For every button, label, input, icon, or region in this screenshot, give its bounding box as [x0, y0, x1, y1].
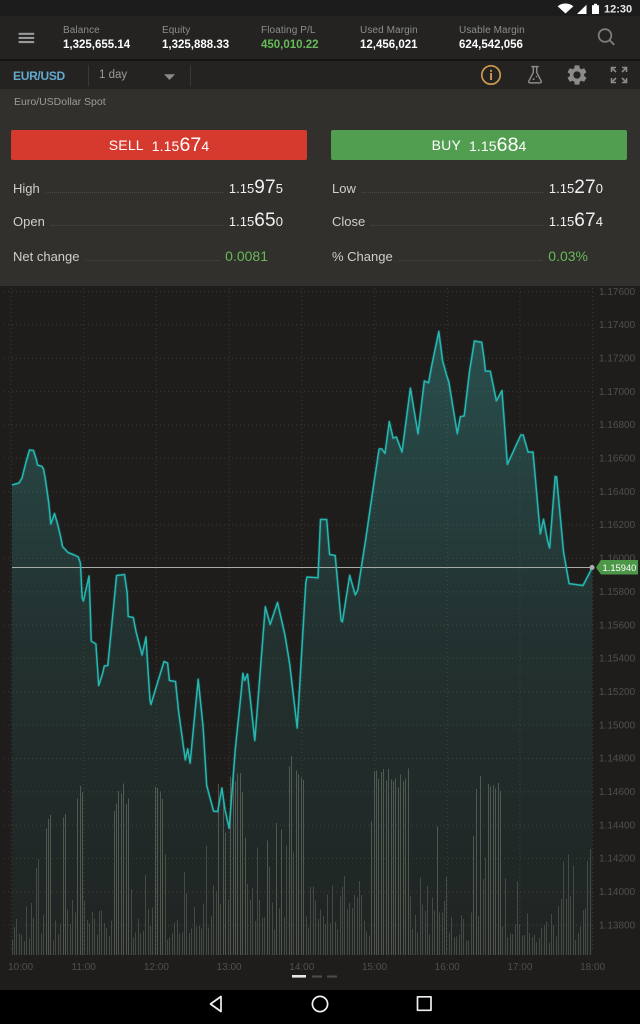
svg-text:16:00: 16:00 [435, 962, 460, 973]
svg-text:1.17200: 1.17200 [599, 354, 636, 365]
svg-text:18:00: 18:00 [580, 962, 605, 973]
svg-text:1.14200: 1.14200 [599, 854, 636, 865]
svg-text:1.16000: 1.16000 [599, 554, 636, 565]
svg-text:1.15600: 1.15600 [599, 620, 636, 631]
svg-text:10:00: 10:00 [8, 962, 33, 973]
svg-text:11:00: 11:00 [72, 962, 97, 973]
svg-text:1.15200: 1.15200 [599, 687, 636, 698]
svg-text:12:30: 12:30 [604, 4, 632, 16]
svg-text:1.16800: 1.16800 [599, 420, 636, 431]
svg-text:1.14600: 1.14600 [599, 787, 636, 798]
svg-text:1.16200: 1.16200 [599, 520, 636, 531]
svg-text:12:00: 12:00 [144, 962, 169, 973]
svg-text:1.15940: 1.15940 [603, 562, 637, 573]
svg-text:13:00: 13:00 [217, 962, 242, 973]
svg-text:1.17600: 1.17600 [599, 287, 636, 298]
svg-text:14:00: 14:00 [289, 962, 314, 973]
svg-text:1.14800: 1.14800 [599, 754, 636, 765]
svg-text:1.16600: 1.16600 [599, 454, 636, 465]
svg-text:1.17400: 1.17400 [599, 320, 636, 331]
svg-text:17:00: 17:00 [507, 962, 532, 973]
svg-text:1.14400: 1.14400 [599, 820, 636, 831]
svg-text:1.15000: 1.15000 [599, 720, 636, 731]
svg-text:1.15800: 1.15800 [599, 587, 636, 598]
svg-text:15:00: 15:00 [362, 962, 387, 973]
svg-text:1.15400: 1.15400 [599, 654, 636, 665]
svg-text:1.17000: 1.17000 [599, 387, 636, 398]
svg-text:1.14000: 1.14000 [599, 887, 636, 898]
svg-text:1.16400: 1.16400 [599, 487, 636, 498]
svg-text:1.13800: 1.13800 [599, 920, 636, 931]
